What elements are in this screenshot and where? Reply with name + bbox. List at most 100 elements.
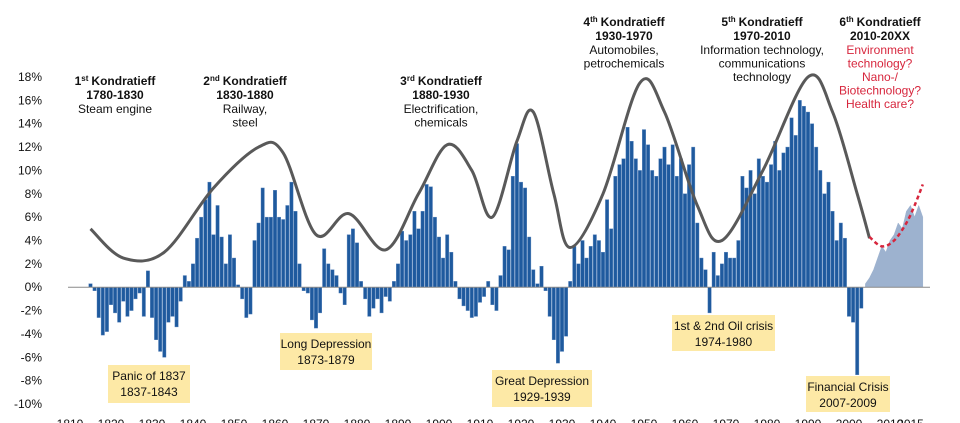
- bar: [761, 176, 765, 288]
- bar: [289, 181, 294, 288]
- bar: [650, 170, 655, 288]
- bar: [186, 281, 191, 288]
- wave-name: Kondratieff: [91, 74, 156, 88]
- bar: [170, 287, 175, 317]
- bar: [424, 184, 429, 288]
- wave-title: 3rd Kondratieff: [400, 74, 483, 88]
- bar: [346, 234, 351, 288]
- bar: [301, 287, 306, 291]
- bar: [137, 287, 142, 294]
- x-tick-label: 1910: [467, 417, 494, 423]
- y-tick-label: -10%: [14, 397, 42, 411]
- wave-desc: technology: [733, 70, 791, 84]
- wave-suffix: th: [846, 15, 854, 24]
- bar: [113, 287, 118, 314]
- bar: [260, 187, 265, 288]
- bar: [371, 287, 376, 309]
- bar: [535, 283, 540, 288]
- bar: [387, 287, 392, 302]
- bar: [133, 287, 138, 300]
- wave-title: 5th Kondratieff: [721, 15, 803, 29]
- bar: [826, 181, 831, 288]
- bar: [490, 287, 495, 305]
- bar: [691, 146, 696, 288]
- y-tick-label: 6%: [25, 210, 43, 224]
- crisis-box: [280, 333, 372, 370]
- bar: [141, 287, 146, 317]
- wave-desc: steel: [232, 116, 257, 130]
- crisis-period: 1974-1980: [695, 335, 753, 349]
- bar: [666, 164, 671, 288]
- wave-title: 4th Kondratieff: [583, 15, 665, 29]
- wave-line: [868, 183, 924, 248]
- bar: [88, 283, 93, 288]
- bar: [392, 281, 396, 288]
- wave-line: [89, 73, 871, 263]
- wave-desc: Health care?: [846, 97, 914, 111]
- bar: [674, 176, 679, 288]
- bar: [568, 281, 573, 288]
- bar: [638, 170, 642, 288]
- bar: [740, 176, 745, 288]
- bar: [683, 193, 687, 288]
- bar: [269, 216, 273, 288]
- crisis-box: [492, 370, 592, 407]
- bar: [232, 257, 236, 288]
- bar: [847, 287, 851, 317]
- bar: [445, 234, 450, 288]
- bar: [613, 176, 618, 288]
- bar: [227, 234, 232, 288]
- wave-period: 2010-20XX: [850, 29, 910, 43]
- bar: [199, 216, 204, 288]
- bar: [810, 123, 815, 288]
- bar: [699, 257, 704, 288]
- x-tick-label: 1960: [672, 417, 699, 423]
- bar: [404, 240, 409, 288]
- wave-name: Kondratieff: [601, 15, 666, 29]
- bar: [646, 144, 651, 288]
- x-tick-label: 1930: [549, 417, 576, 423]
- bar: [330, 269, 335, 288]
- bar: [486, 281, 491, 288]
- bar: [773, 141, 778, 288]
- bar: [310, 287, 314, 321]
- bar: [428, 186, 433, 288]
- bar: [248, 287, 253, 315]
- bar: [781, 152, 786, 288]
- y-tick-label: -4%: [21, 327, 43, 341]
- x-tick-label: 1870: [303, 417, 330, 423]
- y-tick-label: 12%: [18, 140, 42, 154]
- bar: [277, 216, 281, 288]
- wave-desc: technology?: [848, 57, 913, 71]
- bar: [117, 287, 122, 323]
- bar: [658, 158, 663, 288]
- bar: [240, 287, 245, 300]
- x-tick-label: 1850: [221, 417, 248, 423]
- y-tick-label: -2%: [21, 304, 43, 318]
- bar: [355, 242, 359, 288]
- bar: [211, 234, 216, 288]
- bar: [519, 181, 523, 288]
- bar: [334, 275, 339, 288]
- bar: [838, 222, 843, 288]
- bar: [338, 287, 343, 294]
- bar: [412, 211, 417, 288]
- crisis-period: 1929-1939: [513, 390, 571, 404]
- bar: [215, 205, 220, 288]
- bar: [601, 251, 605, 288]
- bar: [789, 117, 794, 288]
- bar: [498, 275, 503, 288]
- bar: [531, 269, 536, 288]
- bar: [244, 287, 249, 318]
- bar: [297, 263, 302, 288]
- wave-suffix: th: [728, 15, 736, 24]
- bar: [621, 158, 626, 288]
- bar: [707, 287, 712, 314]
- bar: [765, 181, 769, 288]
- bar: [633, 158, 638, 288]
- bar: [383, 287, 388, 297]
- x-tick-label: 1840: [180, 417, 207, 423]
- bar: [396, 263, 400, 288]
- x-tick-label: 1990: [795, 417, 822, 423]
